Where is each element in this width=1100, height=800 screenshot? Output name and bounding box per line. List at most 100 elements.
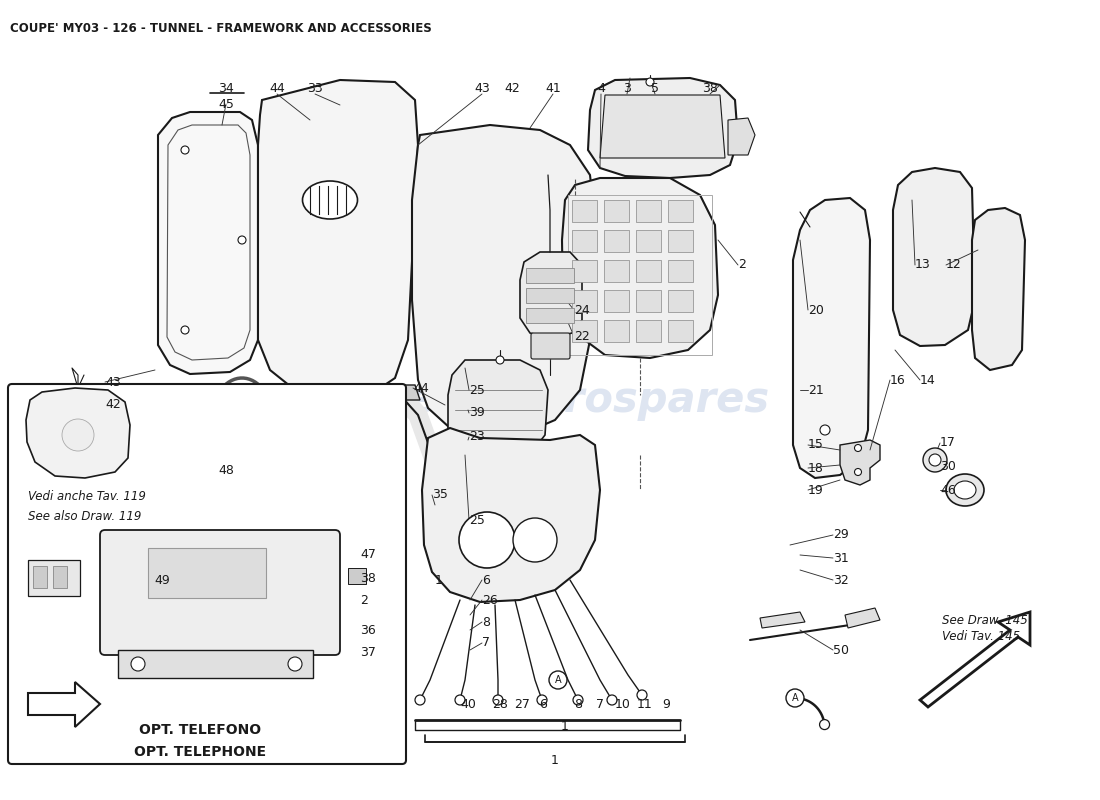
Polygon shape <box>600 95 725 158</box>
Text: 34: 34 <box>218 82 234 94</box>
Text: 43: 43 <box>104 375 121 389</box>
Text: See also Draw. 119: See also Draw. 119 <box>28 510 142 523</box>
Text: 16: 16 <box>890 374 905 386</box>
Text: 11: 11 <box>637 698 653 710</box>
Text: 28: 28 <box>492 698 508 710</box>
Bar <box>604 260 629 282</box>
Bar <box>28 560 80 596</box>
Text: 39: 39 <box>469 406 485 419</box>
Bar <box>604 320 629 342</box>
Bar <box>526 268 574 283</box>
Text: 15: 15 <box>808 438 824 451</box>
Circle shape <box>496 356 504 364</box>
Circle shape <box>131 657 145 671</box>
Circle shape <box>549 671 566 689</box>
Bar <box>572 290 597 312</box>
Text: 46: 46 <box>940 483 956 497</box>
Circle shape <box>607 695 617 705</box>
Text: 17: 17 <box>940 437 956 450</box>
Polygon shape <box>520 252 582 338</box>
FancyBboxPatch shape <box>531 333 570 359</box>
Text: 13: 13 <box>915 258 931 271</box>
Text: Vedi anche Tav. 119: Vedi anche Tav. 119 <box>28 490 146 503</box>
Text: 50: 50 <box>833 643 849 657</box>
Text: 29: 29 <box>833 529 849 542</box>
Text: 1: 1 <box>551 754 559 766</box>
Bar <box>526 288 574 303</box>
Text: 43: 43 <box>474 82 490 94</box>
Polygon shape <box>920 612 1030 707</box>
Polygon shape <box>728 118 755 155</box>
Text: 19: 19 <box>808 483 824 497</box>
Text: 18: 18 <box>808 462 824 474</box>
Polygon shape <box>760 612 805 628</box>
Circle shape <box>211 517 219 523</box>
Bar <box>668 200 693 222</box>
Bar <box>148 548 266 598</box>
Bar <box>33 566 47 588</box>
Polygon shape <box>448 360 548 455</box>
Text: 25: 25 <box>469 383 485 397</box>
Text: 6: 6 <box>482 574 490 586</box>
Bar <box>636 260 661 282</box>
Text: 30: 30 <box>940 459 956 473</box>
Bar <box>668 290 693 312</box>
Bar <box>636 290 661 312</box>
Text: 24: 24 <box>574 303 590 317</box>
Bar <box>636 200 661 222</box>
Text: ☠: ☠ <box>70 426 86 444</box>
Circle shape <box>646 78 654 86</box>
Text: 10: 10 <box>615 698 631 710</box>
Polygon shape <box>258 80 418 400</box>
Text: 7: 7 <box>482 637 490 650</box>
Circle shape <box>238 236 246 244</box>
Bar <box>572 200 597 222</box>
Ellipse shape <box>954 481 976 499</box>
Text: 8: 8 <box>482 615 490 629</box>
Text: 42: 42 <box>504 82 520 94</box>
Text: 48: 48 <box>218 463 234 477</box>
Text: 2: 2 <box>360 594 367 606</box>
Circle shape <box>923 448 947 472</box>
Text: A: A <box>792 693 799 703</box>
Bar <box>604 230 629 252</box>
Text: 1: 1 <box>561 719 569 733</box>
Text: 47: 47 <box>360 549 376 562</box>
Circle shape <box>455 695 465 705</box>
Text: 7: 7 <box>596 698 604 710</box>
Text: 38: 38 <box>360 571 376 585</box>
Text: 49: 49 <box>46 571 62 585</box>
Circle shape <box>637 690 647 700</box>
Text: OPT. TELEPHONE: OPT. TELEPHONE <box>134 745 266 759</box>
Bar <box>572 260 597 282</box>
Text: 27: 27 <box>514 698 530 710</box>
Bar <box>572 320 597 342</box>
Text: 4: 4 <box>597 82 605 94</box>
Polygon shape <box>385 385 420 400</box>
Text: 42: 42 <box>104 398 121 410</box>
Text: Vedi Tav. 145: Vedi Tav. 145 <box>942 630 1020 642</box>
Circle shape <box>855 469 861 475</box>
Polygon shape <box>28 682 100 727</box>
Circle shape <box>820 425 830 435</box>
Bar <box>668 230 693 252</box>
Text: 48: 48 <box>218 463 234 477</box>
Text: A: A <box>554 675 561 685</box>
Text: eurospares: eurospares <box>198 379 462 421</box>
Text: 23: 23 <box>469 430 485 443</box>
Text: 31: 31 <box>833 551 849 565</box>
Text: 35: 35 <box>432 489 448 502</box>
Text: 9: 9 <box>662 698 670 710</box>
FancyBboxPatch shape <box>8 384 406 764</box>
Bar <box>572 230 597 252</box>
Bar <box>604 200 629 222</box>
Polygon shape <box>972 208 1025 370</box>
Polygon shape <box>422 428 600 602</box>
Bar <box>668 320 693 342</box>
Text: 20: 20 <box>808 303 824 317</box>
Text: 3: 3 <box>623 82 631 94</box>
Text: 14: 14 <box>920 374 936 386</box>
Polygon shape <box>588 78 738 178</box>
Text: 1: 1 <box>434 574 443 586</box>
Text: 41: 41 <box>546 82 561 94</box>
